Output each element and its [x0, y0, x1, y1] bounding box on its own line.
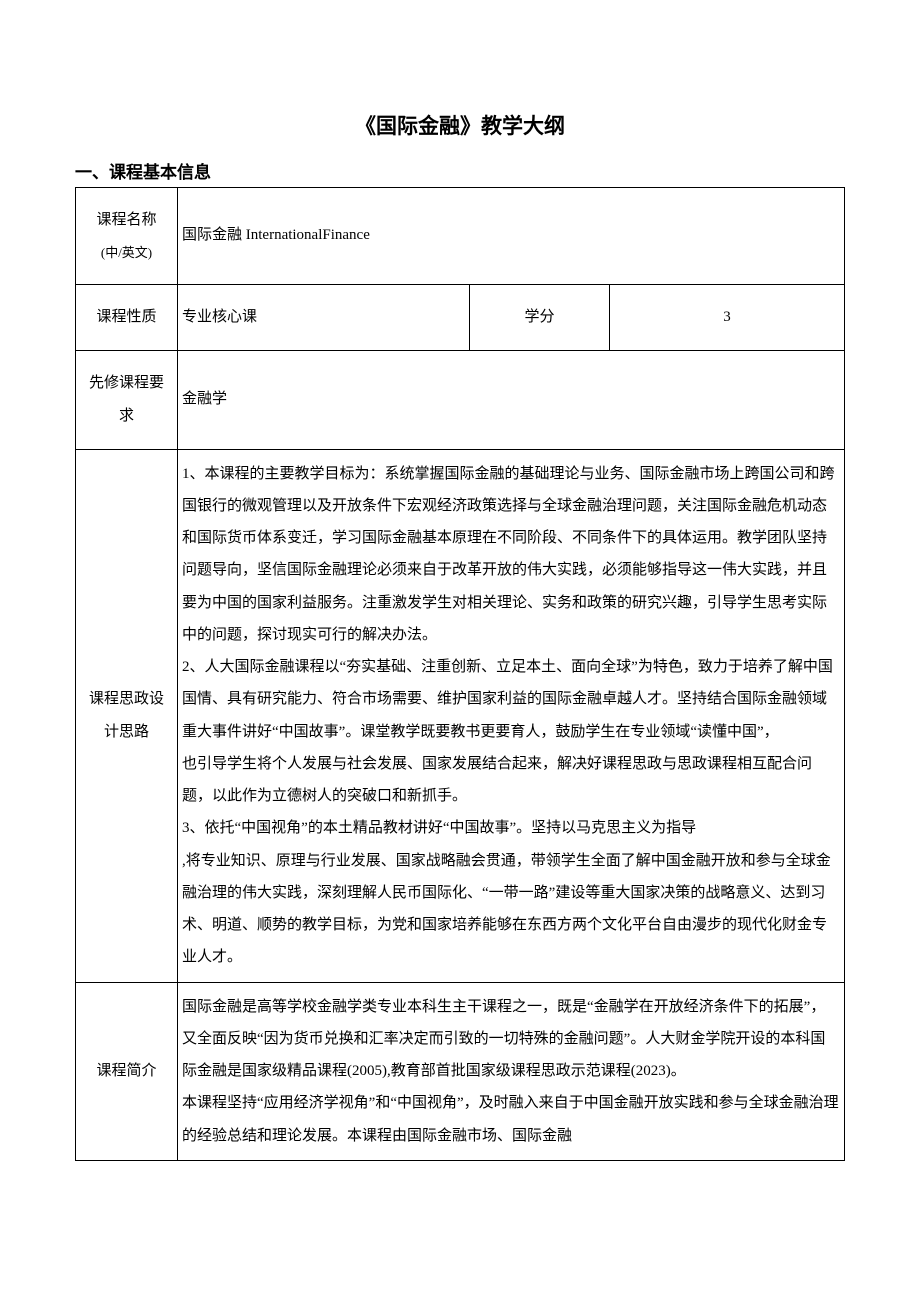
- prereq-label: 先修课程要求: [76, 350, 178, 449]
- ideology-design-value: 1、本课程的主要教学目标为：系统掌握国际金融的基础理论与业务、国际金融市场上跨国…: [178, 449, 845, 982]
- document-title: 《国际金融》教学大纲: [75, 110, 845, 140]
- table-row: 课程简介 国际金融是高等学校金融学类专业本科生主干课程之一，既是“金融学在开放经…: [76, 982, 845, 1160]
- course-nature-value: 专业核心课: [178, 284, 470, 350]
- table-row: 课程思政设计思路 1、本课程的主要教学目标为：系统掌握国际金融的基础理论与业务、…: [76, 449, 845, 982]
- course-intro-value: 国际金融是高等学校金融学类专业本科生主干课程之一，既是“金融学在开放经济条件下的…: [178, 982, 845, 1160]
- label-text: 课程名称: [96, 212, 156, 228]
- section-heading: 一、课程基本信息: [75, 158, 845, 183]
- label-text-sub: (中/英文): [82, 239, 171, 268]
- credit-value: 3: [610, 284, 845, 350]
- table-row: 课程名称 (中/英文) 国际金融 InternationalFinance: [76, 188, 845, 285]
- ideology-design-label: 课程思政设计思路: [76, 449, 178, 982]
- course-intro-label: 课程简介: [76, 982, 178, 1160]
- prereq-value: 金融学: [178, 350, 845, 449]
- course-info-table: 课程名称 (中/英文) 国际金融 InternationalFinance 课程…: [75, 187, 845, 1161]
- table-row: 课程性质 专业核心课 学分 3: [76, 284, 845, 350]
- course-nature-label: 课程性质: [76, 284, 178, 350]
- table-row: 先修课程要求 金融学: [76, 350, 845, 449]
- course-name-label: 课程名称 (中/英文): [76, 188, 178, 285]
- course-name-value: 国际金融 InternationalFinance: [178, 188, 845, 285]
- credit-label: 学分: [470, 284, 610, 350]
